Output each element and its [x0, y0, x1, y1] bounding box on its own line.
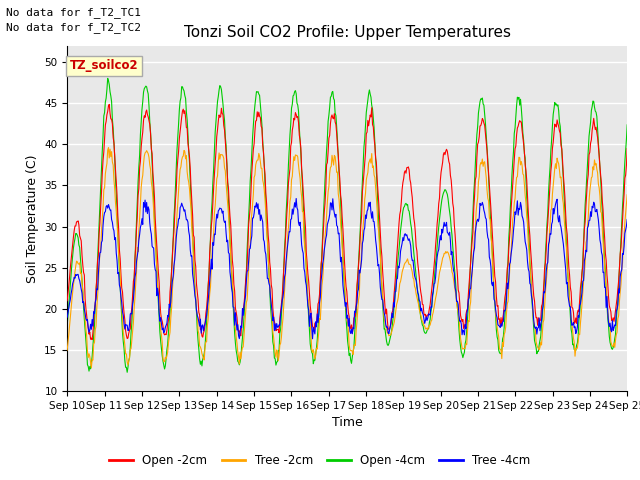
X-axis label: Time: Time — [332, 417, 363, 430]
Text: TZ_soilco2: TZ_soilco2 — [70, 60, 139, 72]
Title: Tonzi Soil CO2 Profile: Upper Temperatures: Tonzi Soil CO2 Profile: Upper Temperatur… — [184, 25, 511, 40]
Y-axis label: Soil Temperature (C): Soil Temperature (C) — [26, 154, 38, 283]
Legend: Open -2cm, Tree -2cm, Open -4cm, Tree -4cm: Open -2cm, Tree -2cm, Open -4cm, Tree -4… — [105, 449, 535, 472]
Text: No data for f_T2_TC1: No data for f_T2_TC1 — [6, 7, 141, 18]
Text: No data for f_T2_TC2: No data for f_T2_TC2 — [6, 22, 141, 33]
